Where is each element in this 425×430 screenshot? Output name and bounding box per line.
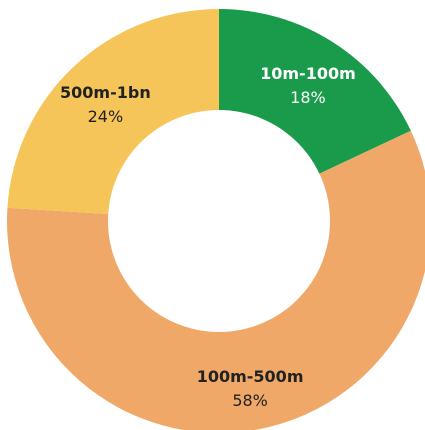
slice-labels: 10m-100m 18% 100m-500m 58% 500m-1bn 24%	[60, 64, 356, 410]
donut-hole	[108, 110, 330, 332]
slice-label-percent: 24%	[88, 107, 124, 126]
slice-label-name: 10m-100m	[260, 64, 356, 83]
slice-label-percent: 58%	[232, 391, 268, 410]
slice-label-name: 100m-500m	[197, 367, 304, 386]
slice-label-percent: 18%	[290, 88, 326, 107]
slice-label-name: 500m-1bn	[60, 83, 151, 102]
